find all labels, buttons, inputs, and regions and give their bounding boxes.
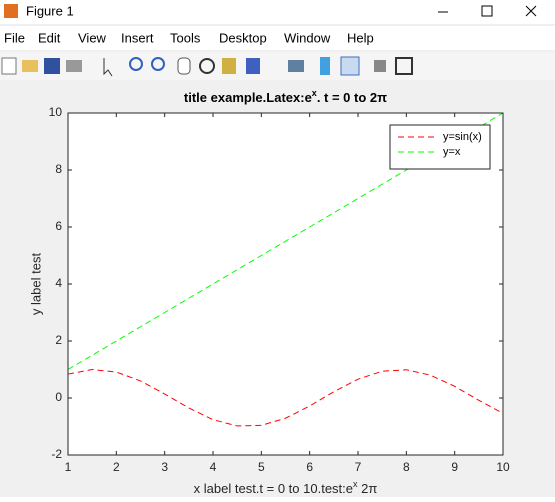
menu-item[interactable]: Desktop xyxy=(219,30,267,45)
maximize-button[interactable] xyxy=(481,5,493,17)
tool-legend[interactable] xyxy=(340,56,360,76)
menu-item[interactable]: Insert xyxy=(121,30,154,45)
axes-box xyxy=(67,112,504,456)
legend-label: y=sin(x) xyxy=(443,131,482,143)
y-axis-label: y label test xyxy=(28,253,43,316)
window-title: Figure 1 xyxy=(26,3,74,18)
x-tick-label: 6 xyxy=(306,460,313,474)
tool-link[interactable] xyxy=(288,60,304,72)
axes-bg xyxy=(68,113,503,455)
y-tick-label: 10 xyxy=(49,105,63,119)
app-icon xyxy=(4,4,18,18)
menu-item[interactable]: Edit xyxy=(38,30,61,45)
x-tick-label: 5 xyxy=(258,460,265,474)
close-button[interactable] xyxy=(525,5,537,17)
tool-show[interactable] xyxy=(395,57,413,75)
tool-pan[interactable] xyxy=(177,57,191,75)
tool-brush[interactable] xyxy=(246,58,260,74)
x-tick-label: 9 xyxy=(451,460,458,474)
chart-title-part: title example.Latex:e xyxy=(184,90,312,105)
menu-item[interactable]: File xyxy=(4,30,25,45)
y-tick-label: 2 xyxy=(55,333,62,347)
menu-item[interactable]: Tools xyxy=(170,30,201,45)
tool-rotate[interactable] xyxy=(199,58,215,74)
x-tick-label: 4 xyxy=(210,460,217,474)
y-tick-label: -2 xyxy=(51,447,62,461)
x-tick-label: 2 xyxy=(113,460,120,474)
x-tick-label: 1 xyxy=(65,460,72,474)
tool-hide[interactable] xyxy=(374,60,386,72)
x-axis-label-part: 2π xyxy=(358,481,378,496)
x-tick-label: 3 xyxy=(161,460,168,474)
tool-save[interactable] xyxy=(44,58,60,74)
y-tick-label: 8 xyxy=(55,162,62,176)
x-tick-label: 8 xyxy=(403,460,410,474)
tool-zoom-out[interactable] xyxy=(151,57,165,71)
menu-item[interactable]: Help xyxy=(347,30,374,45)
menu-item[interactable]: Window xyxy=(284,30,331,45)
tool-print[interactable] xyxy=(66,60,82,72)
x-axis-label: x label test.t = 0 to 10.test:ex 2π xyxy=(194,479,378,496)
menu-item[interactable]: View xyxy=(78,30,107,45)
chart-title-part: . t = 0 to 2π xyxy=(317,90,387,105)
x-tick-label: 7 xyxy=(355,460,362,474)
chart-title: title example.Latex:ex. t = 0 to 2π xyxy=(184,88,387,105)
x-axis-label-part: x xyxy=(353,479,358,489)
x-axis-label-part: x label test.t = 0 to 10.test:e xyxy=(194,481,353,496)
tool-new[interactable] xyxy=(1,57,17,75)
tool-edit[interactable] xyxy=(103,58,113,77)
legend-label: y=x xyxy=(443,146,461,158)
tool-datatip[interactable] xyxy=(222,58,236,74)
tool-zoom-in[interactable] xyxy=(129,57,143,71)
y-tick-label: 4 xyxy=(55,276,62,290)
chart-title-part: x xyxy=(312,88,317,98)
x-tick-label: 10 xyxy=(496,460,510,474)
toolbar-icons xyxy=(1,56,413,77)
y-tick-label: 0 xyxy=(55,390,62,404)
legend-box xyxy=(389,124,491,170)
title-bar xyxy=(0,0,555,24)
tool-colorbar[interactable] xyxy=(320,57,330,75)
menu-bar xyxy=(0,26,555,50)
toolbar xyxy=(0,52,555,80)
y-tick-label: 6 xyxy=(55,219,62,233)
tool-open[interactable] xyxy=(22,60,38,72)
series-line xyxy=(67,368,504,427)
